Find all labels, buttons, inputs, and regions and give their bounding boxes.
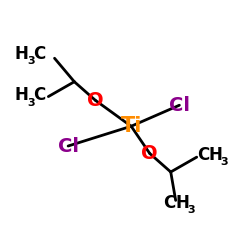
Text: Cl: Cl [58,136,79,156]
Text: C: C [163,194,175,212]
Text: O: O [142,144,158,163]
Text: 3: 3 [187,205,195,215]
Text: O: O [87,91,104,110]
Text: C: C [34,86,46,104]
Text: H: H [15,45,29,63]
Text: Cl: Cl [169,96,190,115]
Text: 3: 3 [27,56,34,66]
Text: 3: 3 [220,157,228,167]
Text: C: C [34,45,46,63]
Text: H: H [15,86,29,104]
Text: C: C [197,146,209,164]
Text: H: H [208,146,222,164]
Text: H: H [175,194,189,212]
Text: Ti: Ti [120,116,142,136]
Text: 3: 3 [27,98,34,108]
